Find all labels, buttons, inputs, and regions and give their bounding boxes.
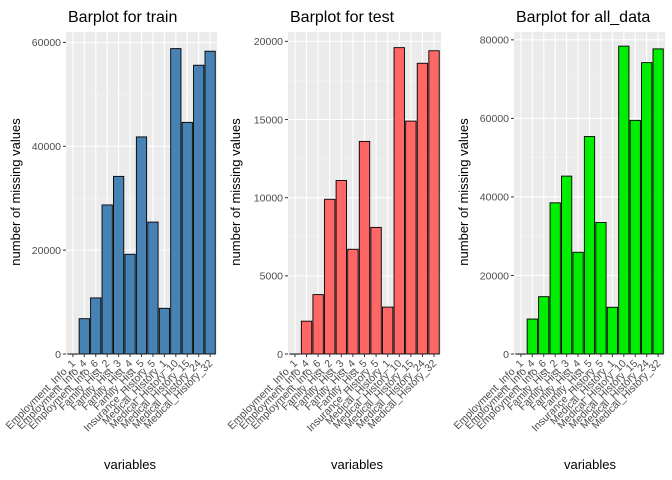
test-y-tick-label: 20000 xyxy=(254,36,283,48)
train-bar-4 xyxy=(113,175,125,355)
test-bar-3 xyxy=(324,198,336,355)
train-title: Barplot for train xyxy=(68,9,177,26)
all-data-bar-3 xyxy=(549,202,561,355)
all-data-y-tick-label: 0 xyxy=(503,349,509,361)
train-bar-9 xyxy=(170,48,182,355)
all-data-bar-12 xyxy=(652,48,664,355)
all-data-bar-11 xyxy=(641,62,653,355)
all-data-bar-5 xyxy=(572,251,584,355)
test-bar-6 xyxy=(358,140,371,355)
test-y-tick-label: 10000 xyxy=(254,192,283,204)
all-data-y-axis-label: number of missing values xyxy=(456,118,471,266)
train-y-axis-label: number of missing values xyxy=(8,118,23,266)
all-data-title: Barplot for all_data xyxy=(516,9,650,26)
train-bar-12 xyxy=(204,50,216,355)
train-bar-1 xyxy=(78,318,90,355)
all-data-y-tick-label: 20000 xyxy=(480,270,509,282)
all-data-bar-1 xyxy=(526,318,538,355)
test-bar-2 xyxy=(312,294,324,355)
test-bar-5 xyxy=(347,248,359,355)
train-y-tick-label: 20000 xyxy=(32,245,61,257)
all-data-bar-10 xyxy=(629,119,641,355)
test-y-axis-label: number of missing values xyxy=(228,118,243,266)
train-bar-6 xyxy=(135,136,148,355)
train-bar-3 xyxy=(101,204,113,355)
train-panel: Barplot for train variables number of mi… xyxy=(3,9,217,472)
train-y-tick-label: 40000 xyxy=(32,141,61,153)
test-bar-11 xyxy=(416,62,429,355)
test-panel: Barplot for test variables number of mis… xyxy=(226,9,441,472)
test-bar-12 xyxy=(428,50,440,355)
all-data-bar-9 xyxy=(618,45,630,355)
all-data-y-tick-label: 40000 xyxy=(480,192,509,204)
test-bar-4 xyxy=(335,180,347,355)
test-x-axis-label: variables xyxy=(331,457,384,472)
all-data-panel: Barplot for all_data variables number of… xyxy=(451,9,665,472)
all-data-bar-2 xyxy=(538,296,550,355)
test-y-tick-label: 5000 xyxy=(260,271,284,283)
test-bar-10 xyxy=(405,120,417,355)
test-title: Barplot for test xyxy=(290,9,395,26)
test-bar-1 xyxy=(300,320,313,355)
all-data-x-axis-label: variables xyxy=(564,457,617,472)
train-bar-10 xyxy=(181,121,193,355)
test-y-tick-label: 0 xyxy=(277,349,283,361)
test-bar-9 xyxy=(393,47,405,355)
train-bar-2 xyxy=(90,297,102,355)
all-data-y-tick-label: 60000 xyxy=(480,113,509,125)
test-bar-8 xyxy=(382,306,394,355)
test-bar-7 xyxy=(370,226,382,355)
train-y-tick-label: 0 xyxy=(55,349,61,361)
train-bar-5 xyxy=(124,253,136,355)
train-y-tick-label: 60000 xyxy=(32,37,61,49)
all-data-bar-4 xyxy=(561,175,573,355)
all-data-y-tick-label: 80000 xyxy=(480,35,509,47)
all-data-bar-8 xyxy=(606,306,618,355)
test-y-tick-label: 15000 xyxy=(254,114,283,126)
all-data-bar-6 xyxy=(583,136,596,355)
all-data-bar-7 xyxy=(595,222,607,355)
train-bar-7 xyxy=(147,221,159,355)
train-x-axis-label: variables xyxy=(104,457,157,472)
train-bar-11 xyxy=(193,64,205,355)
train-bar-8 xyxy=(158,307,170,355)
